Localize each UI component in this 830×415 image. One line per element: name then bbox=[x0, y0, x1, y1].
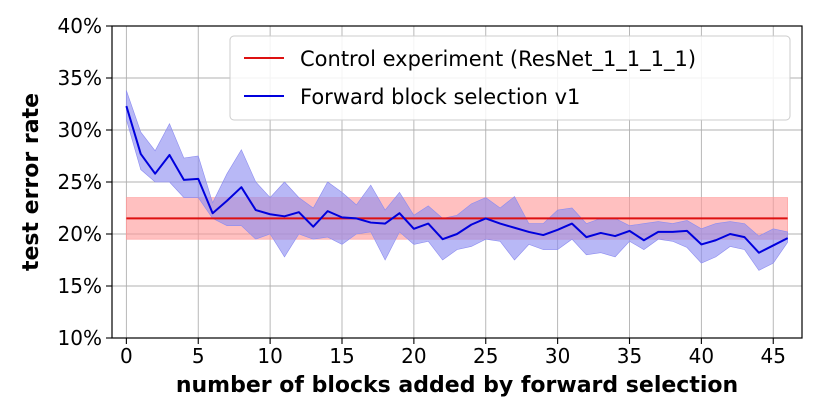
y-tick-label: 35% bbox=[58, 66, 102, 90]
x-tick-label: 15 bbox=[329, 344, 354, 368]
y-tick-label: 15% bbox=[58, 274, 102, 298]
y-axis-title: test error rate bbox=[19, 93, 44, 271]
x-tick-label: 40 bbox=[689, 344, 714, 368]
legend-entry: Forward block selection v1 bbox=[300, 85, 580, 109]
x-tick-label: 45 bbox=[761, 344, 786, 368]
x-tick-label: 35 bbox=[617, 344, 642, 368]
y-tick-label: 25% bbox=[58, 170, 102, 194]
legend-entry: Control experiment (ResNet_1_1_1_1) bbox=[300, 47, 696, 72]
y-tick-label: 20% bbox=[58, 222, 102, 246]
x-axis-title: number of blocks added by forward select… bbox=[176, 373, 738, 398]
y-tick-label: 40% bbox=[58, 14, 102, 38]
x-ticks: 0 5 10 15 20 25 30 35 40 45 bbox=[120, 338, 786, 368]
x-tick-label: 20 bbox=[401, 344, 426, 368]
legend-box bbox=[229, 35, 791, 121]
legend: Control experiment (ResNet_1_1_1_1) Forwa… bbox=[229, 35, 791, 121]
x-tick-label: 10 bbox=[257, 344, 282, 368]
x-tick-label: 0 bbox=[120, 344, 133, 368]
series-1-band bbox=[126, 90, 788, 271]
x-tick-label: 5 bbox=[192, 344, 205, 368]
x-tick-label: 25 bbox=[473, 344, 498, 368]
y-tick-label: 30% bbox=[58, 118, 102, 142]
series-lines bbox=[125, 105, 789, 254]
y-ticks: 10% 15% 20% 25% 30% 35% 40% bbox=[58, 14, 112, 350]
x-tick-label: 30 bbox=[545, 344, 570, 368]
y-tick-label: 10% bbox=[58, 326, 102, 350]
